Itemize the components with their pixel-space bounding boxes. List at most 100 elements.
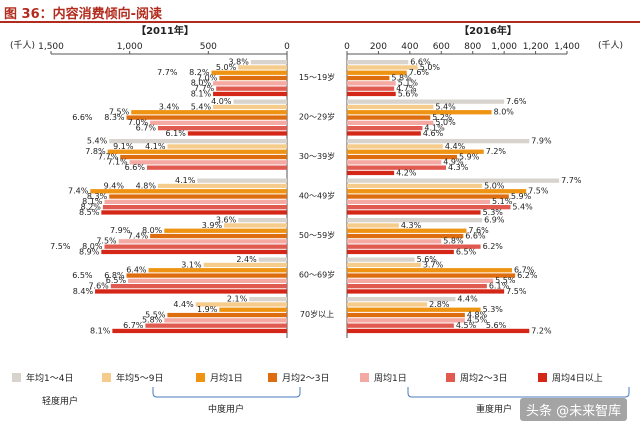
bar-2011 (129, 160, 287, 165)
right-x-tick-label: 1,000 (491, 42, 517, 52)
bar-2011-extra-label: 7.5% (50, 242, 71, 251)
bar-2011 (164, 228, 287, 233)
right-x-tick-label: 600 (433, 42, 450, 52)
bar-2011 (90, 189, 287, 194)
bar-2011 (213, 104, 287, 110)
bar-2016-data-label: 2.8% (429, 300, 450, 309)
age-category-label: 50～59岁 (299, 230, 335, 240)
bar-2016 (347, 302, 428, 307)
bar-2011 (164, 318, 287, 323)
bar-2016-data-label: 5.0% (484, 181, 505, 190)
bar-2016 (347, 278, 494, 283)
bar-2016-data-label: 4.9% (443, 158, 464, 167)
bar-2016-data-label: 8.0% (494, 108, 515, 117)
bar-2011-data-label: 5.5% (145, 310, 166, 319)
legend-swatch (268, 373, 277, 382)
bar-2016-data-label: 7.5% (528, 187, 549, 196)
bar-2016 (347, 65, 418, 70)
bar-2016 (347, 268, 512, 273)
bar-2011-data-label: 7.7% (194, 84, 215, 93)
group-label-heavy: 重度用户 (476, 403, 512, 415)
bar-2016-data-label: 6.2% (483, 242, 504, 251)
bar-2016-data-label: 6.5% (456, 247, 477, 256)
bar-2011-data-label: 7.1% (107, 158, 128, 167)
age-category-label: 40～49岁 (299, 190, 335, 200)
bar-2016 (347, 131, 421, 136)
legend-label: 月均2～3日 (282, 372, 329, 384)
right-x-tick-label: 1,400 (554, 42, 580, 52)
bar-2011-data-label: 8.0% (142, 226, 163, 235)
bar-2016-data-label: 3.7% (423, 260, 444, 269)
bar-2016 (347, 289, 505, 294)
bar-2011 (102, 205, 287, 210)
bar-2016 (347, 160, 442, 165)
bar-2011-data-label: 7.6% (88, 282, 109, 291)
bar-2011-data-label: 7.4% (68, 187, 89, 196)
group-bracket-medium (152, 387, 301, 398)
bar-2016-data-label: 5.0% (435, 118, 456, 127)
bar-2016-data-label: 4.5% (467, 316, 488, 325)
bar-2011-data-label: 6.8% (104, 271, 125, 280)
bar-2011-data-label: 5.4% (191, 102, 212, 111)
bar-2011 (233, 99, 287, 104)
bar-2011 (109, 139, 287, 144)
bar-2011-data-label: 7.5% (109, 108, 130, 117)
bar-2011-data-label: 8.2% (81, 203, 102, 212)
age-category-label: 15～19岁 (299, 72, 335, 82)
legend-swatch (538, 373, 547, 382)
bar-2011 (101, 210, 287, 215)
bar-2016 (347, 239, 442, 244)
legend-label: 年均5～9日 (116, 372, 163, 384)
legend-swatch (360, 373, 369, 382)
bar-2011-data-label: 6.5% (106, 276, 127, 285)
bar-2011 (219, 307, 287, 312)
bar-2011-data-label: 6.4% (126, 266, 147, 275)
bar-2016-data-label: 4.4% (445, 142, 466, 151)
age-category-label: 20～29岁 (299, 111, 335, 121)
age-category-label: 70岁以上 (300, 309, 334, 319)
age-category-label: 60～69岁 (299, 269, 335, 279)
bar-2016 (347, 75, 390, 81)
legend-swatch (196, 373, 205, 382)
bar-2016 (347, 165, 446, 170)
bar-2016 (347, 81, 396, 86)
bar-2016 (347, 99, 505, 104)
right-x-tick-label: 1,200 (523, 42, 549, 52)
bar-2016-data-label: 5.8% (443, 237, 464, 246)
legend-swatch (446, 373, 455, 382)
bar-2016 (347, 189, 527, 194)
bar-2011 (126, 115, 288, 120)
bar-2016-data-label: 5.6% (398, 89, 419, 98)
bar-2016 (347, 297, 456, 302)
bar-2011 (146, 165, 287, 170)
bar-2016 (347, 328, 530, 334)
bar-2011 (150, 120, 287, 125)
bar-2016-data-label: 5.9% (459, 152, 480, 161)
bar-2011-data-label: 4.8% (136, 181, 157, 190)
watermark: 头条 @未来智库 (520, 398, 628, 421)
bar-2011 (195, 302, 287, 307)
bar-2016 (347, 144, 443, 149)
bar-2011 (238, 218, 287, 223)
bar-2016-data-label: 6.6% (465, 231, 486, 240)
bar-2011-data-label: 4.0% (211, 97, 232, 106)
right-x-tick-label: 400 (401, 42, 418, 52)
bar-2016 (347, 273, 516, 278)
bar-2016-data-label: 5.3% (483, 208, 504, 217)
group-label-light: 轻度用户 (42, 395, 78, 407)
bar-2011 (131, 110, 287, 115)
bar-2016-data-label: 5.5% (495, 276, 516, 285)
bar-2016-data-label: 5.0% (420, 63, 441, 72)
bar-2011 (224, 223, 287, 228)
bar-2011 (211, 70, 287, 75)
bar-2016 (347, 170, 395, 176)
bar-2011 (126, 273, 288, 278)
bar-2011-data-label: 3.1% (181, 260, 202, 269)
bar-2016 (347, 104, 434, 110)
bar-2016-data-label: 7.6% (409, 68, 430, 77)
legend-label: 年均1～4日 (26, 372, 73, 384)
left-unit-label: (千人) (10, 40, 35, 51)
bar-2016 (347, 120, 434, 125)
bar-2011 (238, 65, 287, 70)
bar-2016-data-label: 6.9% (484, 216, 505, 225)
